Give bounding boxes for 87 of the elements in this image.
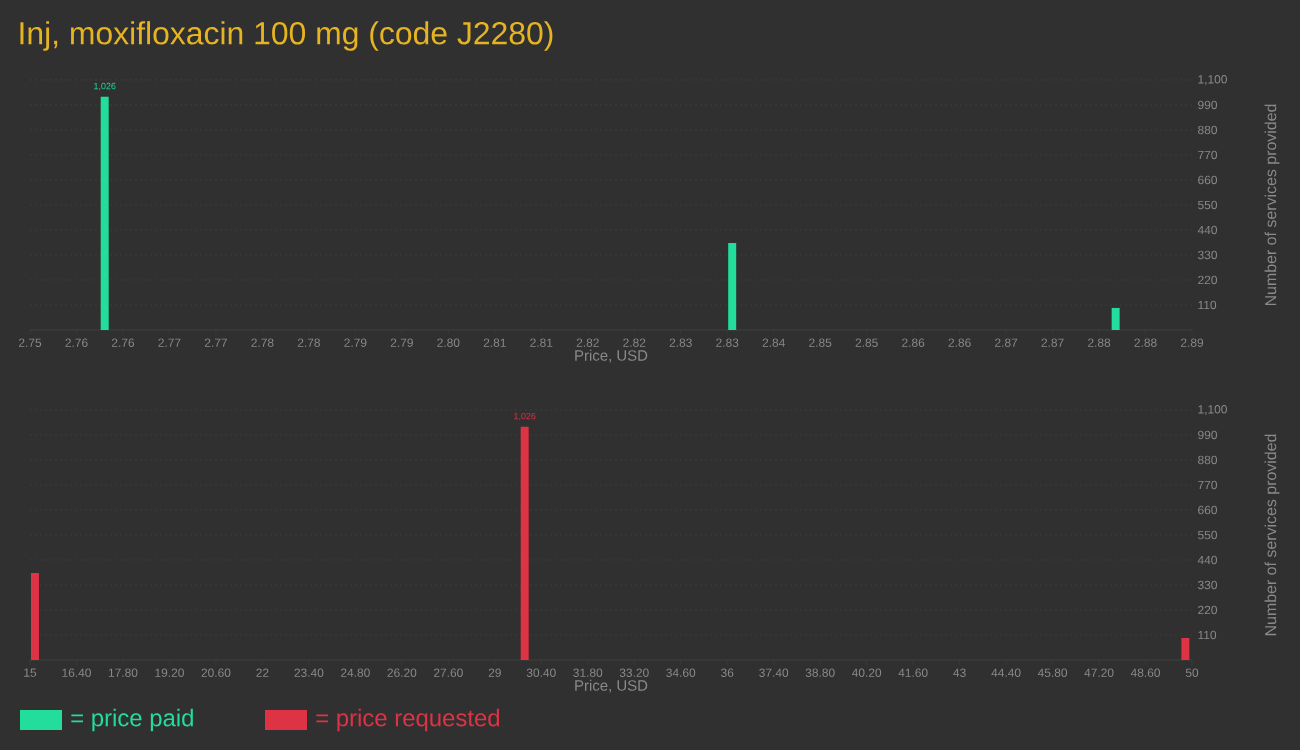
data-label: 1,026 bbox=[514, 412, 536, 421]
x-tick-label: 2.76 bbox=[65, 338, 88, 347]
x-tick-label: 37.40 bbox=[759, 668, 789, 677]
y-tick-label: 440 bbox=[1197, 555, 1218, 565]
x-tick-label: 2.86 bbox=[902, 338, 925, 347]
x-tick-label: 43 bbox=[953, 668, 966, 677]
x-tick-label: 2.78 bbox=[251, 338, 274, 347]
x-axis-title: Price, USD bbox=[575, 679, 648, 693]
x-tick-label: 2.85 bbox=[809, 338, 832, 347]
x-tick-label: 20.60 bbox=[201, 668, 231, 677]
y-tick-label: 770 bbox=[1198, 480, 1218, 490]
x-tick-label: 2.80 bbox=[437, 338, 460, 347]
x-tick-label: 38.80 bbox=[805, 668, 835, 677]
y-tick-label: 330 bbox=[1197, 250, 1218, 260]
x-tick-label: 29 bbox=[488, 668, 501, 677]
y-tick-label: 110 bbox=[1198, 300, 1217, 310]
x-tick-label: 22 bbox=[256, 668, 269, 677]
y-tick-label: 110 bbox=[1198, 630, 1217, 640]
x-tick-label: 2.75 bbox=[18, 338, 42, 347]
y-tick-label: 990 bbox=[1198, 100, 1218, 110]
x-tick-label: 2.83 bbox=[716, 338, 739, 347]
legend-label: = price requested bbox=[316, 708, 500, 732]
y-tick-label: 660 bbox=[1198, 505, 1218, 515]
y-tick-label: 880 bbox=[1198, 455, 1218, 465]
x-tick-label: 45.80 bbox=[1037, 668, 1068, 677]
x-tick-label: 15 bbox=[24, 668, 37, 677]
y-axis-title: Number of services provided bbox=[1264, 434, 1280, 636]
x-tick-label: 24.80 bbox=[341, 668, 370, 677]
y-tick-label: 770 bbox=[1198, 150, 1218, 160]
bar bbox=[30, 572, 39, 660]
x-tick-label: 16.40 bbox=[62, 668, 91, 677]
x-tick-label: 2.76 bbox=[111, 338, 135, 347]
x-tick-label: 27.60 bbox=[433, 668, 463, 677]
x-tick-label: 2.89 bbox=[1180, 338, 1204, 347]
y-tick-label: 440 bbox=[1197, 225, 1218, 235]
y-tick-label: 330 bbox=[1197, 580, 1218, 590]
x-tick-label: 2.81 bbox=[530, 338, 553, 347]
bar bbox=[1181, 637, 1190, 660]
x-tick-label: 2.84 bbox=[762, 338, 785, 347]
x-tick-label: 47.20 bbox=[1084, 668, 1114, 677]
x-tick-label: 44.40 bbox=[991, 668, 1021, 677]
y-tick-label: 660 bbox=[1198, 175, 1218, 185]
bar bbox=[100, 96, 109, 330]
y-tick-label: 220 bbox=[1198, 275, 1218, 285]
y-tick-label: 220 bbox=[1198, 605, 1218, 615]
x-axis-title: Price, USD bbox=[575, 349, 648, 363]
x-tick-label: 50 bbox=[1185, 668, 1199, 677]
x-tick-label: 48.60 bbox=[1130, 668, 1161, 677]
x-tick-label: 2.82 bbox=[623, 338, 646, 347]
x-tick-label: 2.85 bbox=[855, 338, 878, 347]
y-tick-label: 550 bbox=[1198, 530, 1218, 540]
x-tick-label: 34.60 bbox=[666, 668, 696, 677]
x-tick-label: 2.77 bbox=[204, 338, 227, 347]
x-tick-label: 2.77 bbox=[158, 338, 181, 347]
x-tick-label: 23.40 bbox=[294, 668, 324, 677]
legend-label: = price paid bbox=[71, 708, 193, 732]
x-tick-label: 26.20 bbox=[387, 668, 417, 677]
y-tick-label: 880 bbox=[1198, 125, 1218, 135]
y-tick-label: 550 bbox=[1198, 200, 1218, 210]
y-tick-label: 1,100 bbox=[1198, 75, 1227, 85]
x-tick-label: 2.87 bbox=[1041, 338, 1064, 347]
y-tick-label: 990 bbox=[1198, 430, 1218, 440]
x-tick-label: 40.20 bbox=[851, 668, 882, 677]
x-tick-label: 2.78 bbox=[297, 338, 320, 347]
bar bbox=[1111, 307, 1120, 330]
y-tick-label: 1,100 bbox=[1198, 405, 1227, 415]
x-tick-label: 17.80 bbox=[108, 668, 138, 677]
y-axis-title: Number of services provided bbox=[1264, 104, 1280, 306]
x-tick-label: 2.88 bbox=[1088, 338, 1111, 347]
bar bbox=[728, 242, 737, 330]
data-label: 1,026 bbox=[94, 82, 116, 91]
x-tick-label: 41.60 bbox=[898, 668, 928, 677]
x-tick-label: 2.83 bbox=[669, 338, 692, 347]
x-tick-label: 19.20 bbox=[155, 668, 184, 677]
bar bbox=[520, 426, 529, 660]
x-tick-label: 2.86 bbox=[948, 338, 971, 347]
x-tick-label: 2.88 bbox=[1134, 338, 1157, 347]
x-tick-label: 2.87 bbox=[995, 338, 1018, 347]
x-tick-label: 2.79 bbox=[390, 338, 413, 347]
x-tick-label: 30.40 bbox=[526, 668, 556, 677]
x-tick-label: 36 bbox=[721, 668, 734, 677]
x-tick-label: 33.20 bbox=[619, 668, 649, 677]
x-tick-label: 2.82 bbox=[576, 338, 599, 347]
chart-title: Inj, moxifloxacin 100 mg (code J2280) bbox=[20, 21, 553, 51]
x-tick-label: 2.79 bbox=[344, 338, 367, 347]
x-tick-label: 2.81 bbox=[483, 338, 506, 347]
x-tick-label: 31.80 bbox=[573, 668, 603, 677]
